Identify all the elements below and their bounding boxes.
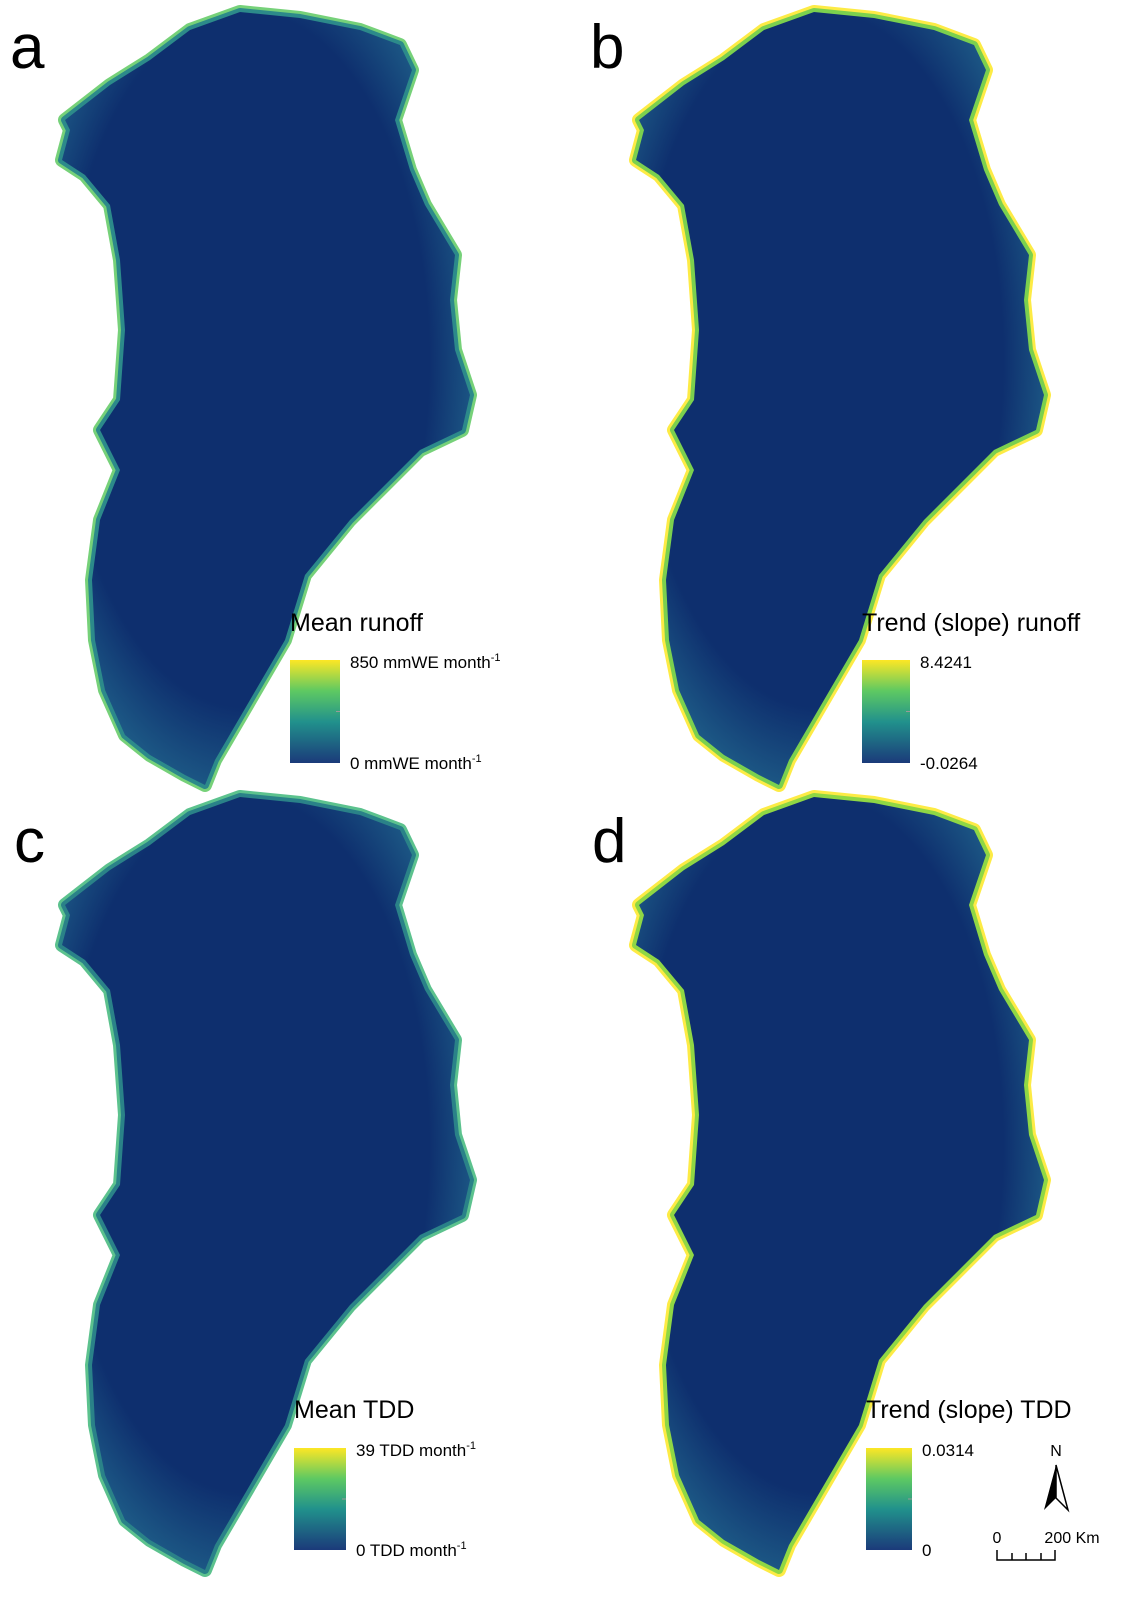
legend-min-sup: -1 [457, 1540, 467, 1552]
north-arrow-left [1044, 1465, 1056, 1510]
panel-label: a [10, 13, 45, 82]
legend-title: Trend (slope) TDD [866, 1396, 1072, 1424]
north-arrow-right [1056, 1465, 1068, 1510]
color-bar [862, 660, 910, 763]
map-panel: b Trend (slope) runoff 8.4241 -0.0264 [590, 12, 1080, 785]
panel-label: c [14, 807, 45, 876]
legend-min: 0 mmWE month-1 [350, 753, 482, 773]
legend-min: 0 TDD month-1 [356, 1540, 467, 1560]
legend-max-text: 0.0314 [922, 1441, 974, 1460]
legend-max-text: 39 TDD month [356, 1441, 466, 1460]
panel-label: b [590, 13, 624, 82]
legend-min-text: 0 [922, 1541, 931, 1560]
panel-label: d [592, 807, 626, 876]
page: {"panels": [ {"label": "a", "legend": {"… [0, 0, 1148, 1623]
color-bar [290, 660, 340, 763]
legend-min: 0 [922, 1541, 931, 1560]
legend-max: 39 TDD month-1 [356, 1440, 476, 1460]
scale-line [997, 1550, 1055, 1560]
legend-min-text: 0 TDD month [356, 1541, 457, 1560]
legend-max-text: 8.4241 [920, 653, 972, 672]
scale-end: 200 Km [1044, 1530, 1099, 1547]
legend-title: Mean runoff [290, 609, 423, 637]
legend-title: Trend (slope) runoff [862, 609, 1080, 637]
ice-sheet [636, 12, 1044, 785]
legend-max: 0.0314 [922, 1441, 974, 1460]
legend-max-sup: -1 [491, 652, 501, 664]
legend-min: -0.0264 [920, 754, 978, 773]
legend-max-text: 850 mmWE month [350, 653, 491, 672]
map-panel: d Trend (slope) TDD 0.0314 0 [592, 797, 1072, 1570]
legend-title: Mean TDD [294, 1396, 414, 1424]
legend-max: 850 mmWE month-1 [350, 652, 501, 672]
scale-start: 0 [993, 1530, 1002, 1547]
figure: aMean runoff850 mmWE month-10 mmWE month… [0, 0, 1148, 1623]
color-bar [294, 1448, 346, 1550]
color-bar [866, 1448, 912, 1550]
legend-min-sup: -1 [472, 753, 482, 765]
north-label: N [1050, 1443, 1062, 1460]
scale-bar: 0 200 Km [993, 1530, 1100, 1560]
legend-max: 8.4241 [920, 653, 972, 672]
north-arrow: N [1044, 1443, 1068, 1510]
map [636, 797, 1044, 1570]
legend-max-sup: -1 [466, 1440, 476, 1452]
legend-min-text: -0.0264 [920, 754, 978, 773]
map [636, 12, 1044, 785]
legend-min-text: 0 mmWE month [350, 754, 472, 773]
ice-sheet [636, 797, 1044, 1570]
